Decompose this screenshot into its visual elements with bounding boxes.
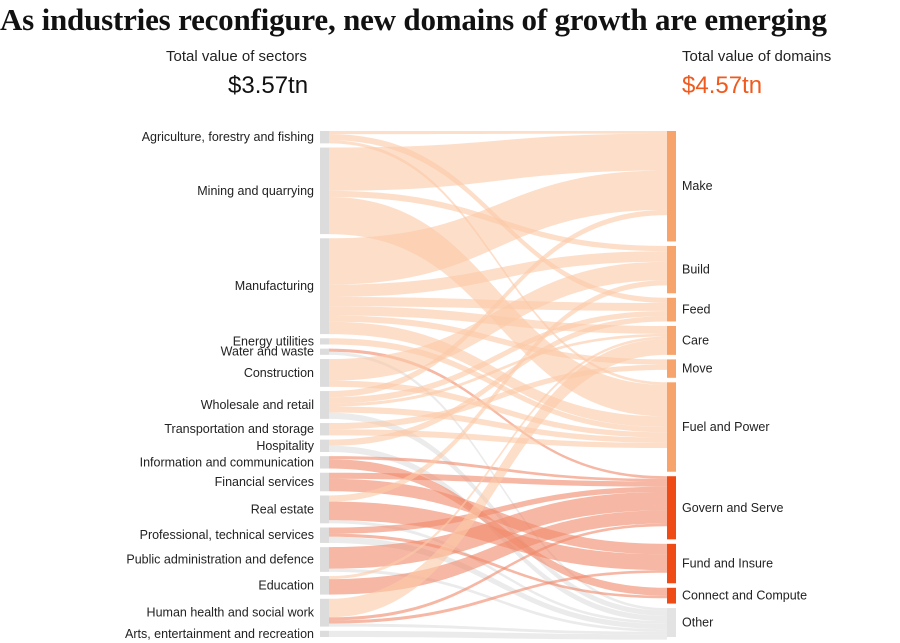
flow-manufacturing-to-make bbox=[329, 170, 667, 285]
sector-node-water-and-waste bbox=[320, 348, 329, 355]
flow-human-health-and-social-work-to-care bbox=[329, 339, 667, 618]
flow-human-health-and-social-work-to-fund-and-insure bbox=[329, 570, 667, 624]
flow-energy-utilities-to-fuel-and-power bbox=[329, 338, 667, 433]
domain-node-move bbox=[667, 359, 676, 378]
sector-node-manufacturing bbox=[320, 238, 329, 335]
sector-label-energy-utilities: Energy utilities bbox=[233, 334, 314, 348]
sector-label-wholesale-and-retail: Wholesale and retail bbox=[201, 398, 314, 412]
sector-label-hospitality: Hospitality bbox=[256, 439, 314, 453]
domain-label-govern-and-serve: Govern and Serve bbox=[682, 501, 783, 515]
flow-construction-to-build bbox=[329, 261, 667, 381]
flow-arts-entertainment-and-recreation-to-other bbox=[329, 630, 667, 640]
sector-label-information-and-communication: Information and communication bbox=[140, 455, 314, 469]
flow-manufacturing-to-build bbox=[329, 251, 667, 297]
domain-label-fuel-and-power: Fuel and Power bbox=[682, 420, 770, 434]
domain-label-other: Other bbox=[682, 616, 713, 630]
domain-node-govern-and-serve bbox=[667, 476, 676, 540]
sector-node-wholesale-and-retail bbox=[320, 391, 329, 419]
sector-node-public-administration-and-defence bbox=[320, 547, 329, 572]
domain-node-connect-and-compute bbox=[667, 587, 676, 604]
domain-node-fuel-and-power bbox=[667, 382, 676, 472]
sector-node-energy-utilities bbox=[320, 338, 329, 345]
sector-label-human-health-and-social-work: Human health and social work bbox=[147, 606, 315, 620]
domain-label-connect-and-compute: Connect and Compute bbox=[682, 589, 807, 603]
sector-label-agriculture-forestry-and-fishing: Agriculture, forestry and fishing bbox=[142, 130, 314, 144]
flow-professional-technical-services-to-other bbox=[329, 536, 667, 630]
flow-wholesale-and-retail-to-feed bbox=[329, 310, 667, 404]
flow-wholesale-and-retail-to-make bbox=[329, 209, 667, 398]
flow-manufacturing-to-move bbox=[329, 315, 667, 365]
flow-financial-services-to-fund-and-insure bbox=[329, 478, 667, 555]
sector-label-financial-services: Financial services bbox=[215, 475, 314, 489]
flow-transportation-and-storage-to-move bbox=[329, 364, 667, 430]
flow-information-and-communication-to-govern-and-serve bbox=[329, 456, 667, 482]
domain-label-care: Care bbox=[682, 333, 709, 347]
sector-node-professional-technical-services bbox=[320, 527, 329, 543]
domain-node-feed bbox=[667, 297, 676, 322]
domain-node-care bbox=[667, 325, 676, 355]
flow-education-to-care bbox=[329, 336, 667, 580]
domain-label-make: Make bbox=[682, 179, 713, 193]
sector-node-arts-entertainment-and-recreation bbox=[320, 630, 329, 637]
sectors-total-value: $3.57tn bbox=[228, 72, 309, 99]
sector-node-education bbox=[320, 576, 329, 595]
sector-node-financial-services bbox=[320, 472, 329, 492]
sector-label-mining-and-quarrying: Mining and quarrying bbox=[197, 184, 314, 198]
flow-hospitality-to-feed bbox=[329, 316, 667, 446]
domain-label-feed: Feed bbox=[682, 303, 711, 317]
flow-professional-technical-services-to-connect-and-compute bbox=[329, 533, 667, 599]
sector-node-human-health-and-social-work bbox=[320, 598, 329, 627]
sector-label-education: Education bbox=[258, 578, 314, 592]
sector-node-transportation-and-storage bbox=[320, 423, 329, 436]
flow-transportation-and-storage-to-fuel-and-power bbox=[329, 429, 667, 449]
flow-public-administration-and-defence-to-other bbox=[329, 568, 667, 632]
domain-node-make bbox=[667, 131, 676, 242]
sector-label-manufacturing: Manufacturing bbox=[235, 279, 314, 293]
flow-agriculture-forestry-and-fishing-to-fuel-and-power bbox=[329, 140, 667, 385]
flow-human-health-and-social-work-to-other bbox=[329, 623, 667, 635]
sector-label-transportation-and-storage: Transportation and storage bbox=[164, 422, 314, 436]
sector-label-professional-technical-services: Professional, technical services bbox=[140, 528, 314, 542]
domain-node-build bbox=[667, 245, 676, 294]
sector-node-agriculture-forestry-and-fishing bbox=[320, 131, 329, 144]
flow-agriculture-forestry-and-fishing-to-make bbox=[329, 131, 667, 135]
sector-label-public-administration-and-defence: Public administration and defence bbox=[126, 553, 314, 567]
domains-total-label: Total value of domains bbox=[682, 48, 832, 65]
chart-title: As industries reconfigure, new domains o… bbox=[0, 2, 827, 37]
flow-manufacturing-to-fuel-and-power bbox=[329, 321, 667, 428]
flow-wholesale-and-retail-to-fuel-and-power bbox=[329, 406, 667, 443]
flow-professional-technical-services-to-govern-and-serve bbox=[329, 486, 667, 534]
flow-real-estate-to-build bbox=[329, 280, 667, 502]
domain-label-build: Build bbox=[682, 263, 710, 277]
flow-wholesale-and-retail-to-care bbox=[329, 333, 667, 407]
flow-links bbox=[329, 131, 667, 640]
flow-human-health-and-social-work-to-govern-and-serve bbox=[329, 523, 667, 621]
sector-label-arts-entertainment-and-recreation: Arts, entertainment and recreation bbox=[125, 627, 314, 641]
sector-label-real-estate: Real estate bbox=[251, 502, 314, 516]
sector-label-construction: Construction bbox=[244, 366, 314, 380]
node-labels: Agriculture, forestry and fishing Mining … bbox=[125, 130, 807, 641]
domain-label-move: Move bbox=[682, 362, 713, 376]
flow-water-and-waste-to-govern-and-serve bbox=[329, 348, 667, 479]
sector-node-information-and-communication bbox=[320, 456, 329, 469]
flow-construction-to-fuel-and-power bbox=[329, 380, 667, 438]
domain-node-fund-and-insure bbox=[667, 543, 676, 584]
sector-node-construction bbox=[320, 359, 329, 387]
sector-node-hospitality bbox=[320, 439, 329, 452]
sector-node-real-estate bbox=[320, 495, 329, 524]
flow-mining-and-quarrying-to-make bbox=[329, 133, 667, 191]
domain-node-other bbox=[667, 608, 676, 637]
domains-total-value: $4.57tn bbox=[682, 72, 763, 99]
flow-public-administration-and-defence-to-govern-and-serve bbox=[329, 492, 667, 569]
sector-node-mining-and-quarrying bbox=[320, 147, 329, 235]
sectors-total-label: Total value of sectors bbox=[166, 48, 307, 65]
domain-label-fund-and-insure: Fund and Insure bbox=[682, 557, 773, 571]
nodes bbox=[320, 131, 676, 637]
sector-label-water-and-waste: Water and waste bbox=[221, 345, 314, 359]
